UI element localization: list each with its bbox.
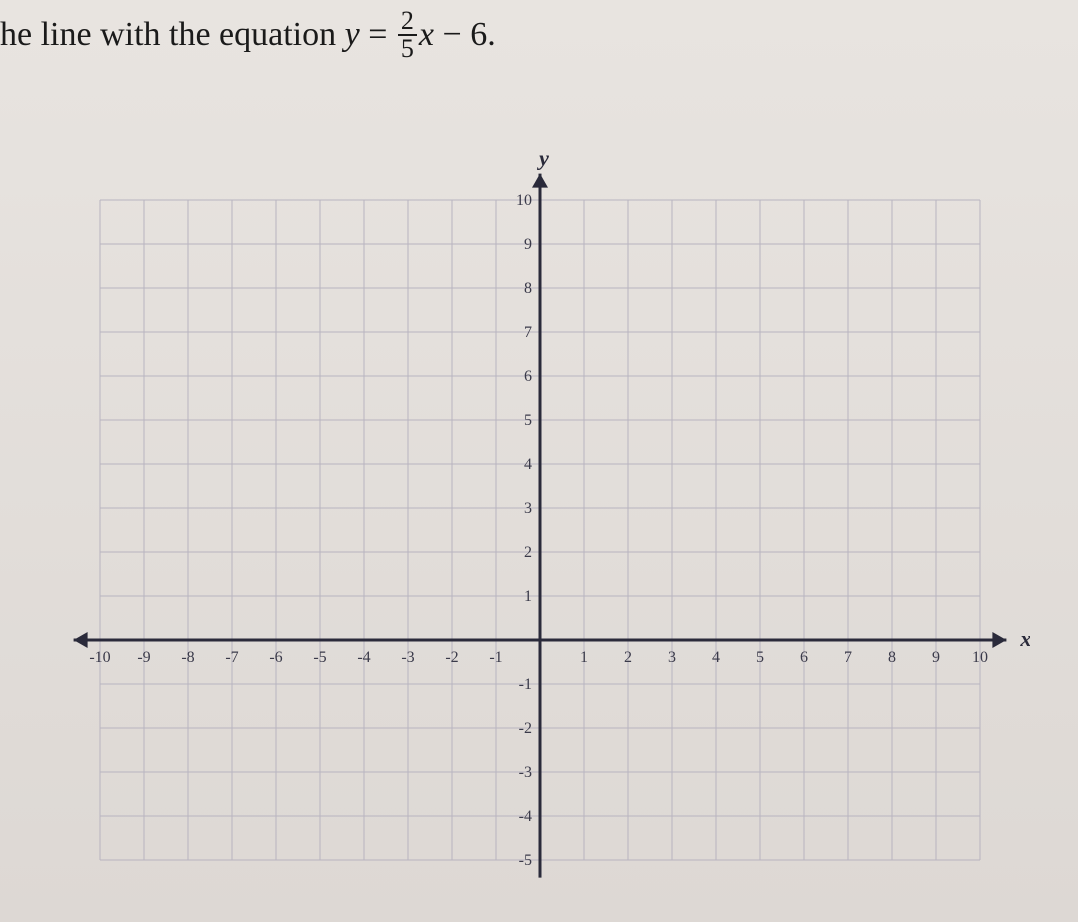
- x-tick-label: 6: [800, 649, 808, 666]
- y-tick-label: 1: [524, 588, 532, 605]
- x-tick-label: 8: [888, 649, 896, 666]
- x-tick-label: -6: [269, 649, 282, 666]
- y-tick-label: -1: [519, 676, 532, 693]
- y-tick-label: 8: [524, 280, 532, 297]
- y-tick-label: -2: [519, 720, 532, 737]
- y-tick-label: -4: [519, 808, 532, 825]
- question-text: he line with the equation y = 25x − 6.: [0, 10, 496, 64]
- x-tick-label: -5: [313, 649, 326, 666]
- graph-svg: -10 -9 -8 -7 -6 -5 -4 -3 -2 -1 1 2 3 4 5 6 7 8 9 10 1 2 3 4 5 6 7 8…: [50, 150, 1030, 910]
- y-axis-label: y: [536, 150, 549, 171]
- x-tick-label: 3: [668, 649, 676, 666]
- x-tick-label: -9: [137, 649, 150, 666]
- y-tick-label: 7: [524, 324, 532, 341]
- y-tick-label: 9: [524, 236, 532, 253]
- question-tail: − 6.: [434, 16, 496, 53]
- x-tick-label: 1: [580, 649, 588, 666]
- y-tick-label: 10: [516, 192, 532, 209]
- y-tick-label: 5: [524, 412, 532, 429]
- y-tick-label: 3: [524, 500, 532, 517]
- question-equals: =: [360, 16, 396, 53]
- x-tick-label: 4: [712, 649, 720, 666]
- x-tick-label: 5: [756, 649, 764, 666]
- question-var: x: [419, 16, 434, 53]
- x-tick-label: -2: [445, 649, 458, 666]
- y-tick-label: 4: [524, 456, 532, 473]
- x-tick-label: 10: [972, 649, 988, 666]
- question-prefix: he line with the equation: [0, 16, 345, 53]
- x-tick-label: -10: [89, 649, 110, 666]
- x-tick-label: 7: [844, 649, 852, 666]
- fraction-numerator: 2: [398, 8, 417, 36]
- question-fraction: 25: [398, 8, 417, 62]
- x-tick-label: 9: [932, 649, 940, 666]
- x-tick-label: -8: [181, 649, 194, 666]
- x-axis-label: x: [1019, 626, 1030, 651]
- fraction-denominator: 5: [398, 36, 417, 62]
- x-tick-label: -3: [401, 649, 414, 666]
- y-tick-label: -5: [519, 852, 532, 869]
- y-tick-label: 6: [524, 368, 532, 385]
- y-tick-label: 2: [524, 544, 532, 561]
- x-tick-label: 2: [624, 649, 632, 666]
- x-tick-label: -1: [489, 649, 502, 666]
- x-tick-label: -7: [225, 649, 238, 666]
- question-lhs: y: [345, 16, 360, 53]
- x-tick-label: -4: [357, 649, 370, 666]
- axis-labels: yx: [536, 150, 1030, 651]
- y-tick-label: -3: [519, 764, 532, 781]
- coordinate-graph: -10 -9 -8 -7 -6 -5 -4 -3 -2 -1 1 2 3 4 5 6 7 8 9 10 1 2 3 4 5 6 7 8…: [50, 150, 1030, 910]
